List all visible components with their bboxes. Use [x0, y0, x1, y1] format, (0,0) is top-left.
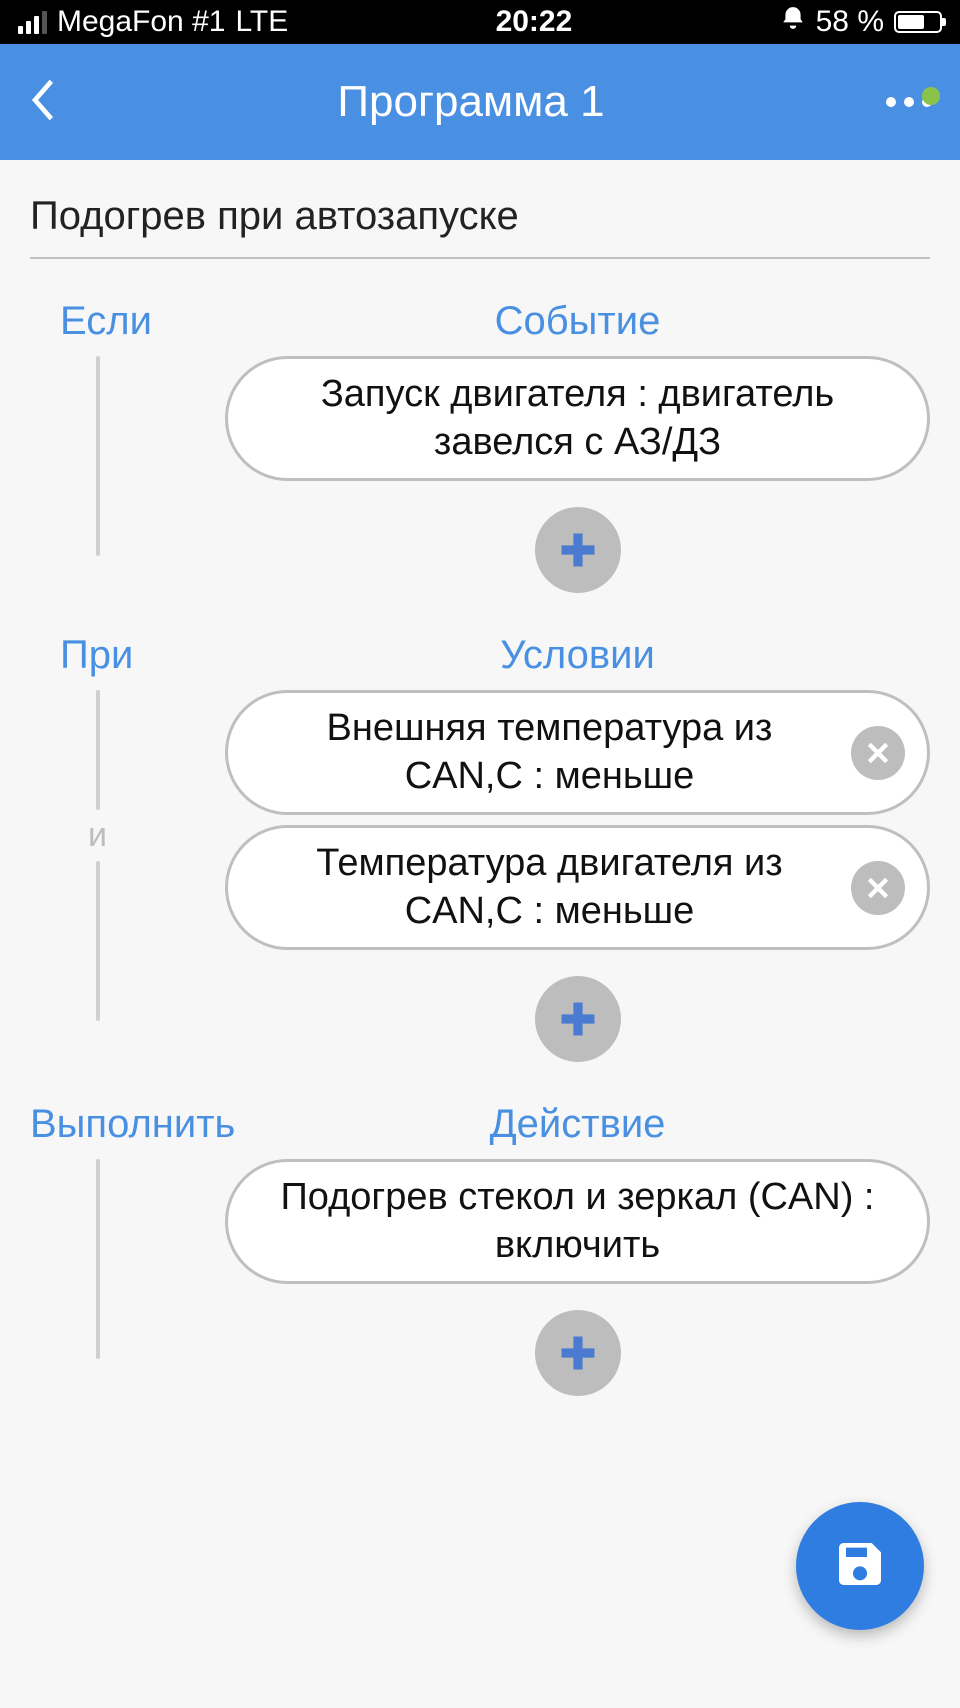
- rail-line: [96, 1159, 100, 1359]
- back-button[interactable]: [28, 76, 56, 129]
- add-action-button[interactable]: [535, 1310, 621, 1396]
- battery-icon: [894, 11, 942, 33]
- more-button[interactable]: [886, 97, 932, 107]
- action-pill[interactable]: Подогрев стекол и зеркал (CAN) : включит…: [225, 1159, 930, 1284]
- when-left-label: При: [30, 633, 225, 678]
- signal-icon: [18, 11, 47, 34]
- online-indicator-icon: [922, 87, 940, 105]
- event-pill[interactable]: Запуск двигателя : двигатель завелся с А…: [225, 356, 930, 481]
- when-section: При Условии и Внешняя температура из CAN…: [30, 633, 930, 1062]
- condition-pill[interactable]: Температура двигателя из CAN,C : меньше: [225, 825, 930, 950]
- when-right-label: Условии: [225, 633, 930, 678]
- rail-line: [96, 356, 100, 556]
- action-pill-text: Подогрев стекол и зеркал (CAN) : включит…: [280, 1176, 874, 1266]
- do-section: Выполнить Действие Подогрев стекол и зер…: [30, 1102, 930, 1396]
- app-header: Программа 1: [0, 44, 960, 160]
- junction-label: и: [88, 816, 107, 855]
- if-left-label: Если: [30, 299, 225, 344]
- status-right: 58 %: [780, 5, 942, 39]
- network-label: LTE: [235, 5, 288, 39]
- remove-condition-button[interactable]: [851, 726, 905, 780]
- ios-status-bar: MegaFon #1 LTE 20:22 58 %: [0, 0, 960, 44]
- rail-line: [96, 690, 100, 810]
- event-pill-text: Запуск двигателя : двигатель завелся с А…: [321, 373, 834, 463]
- add-event-button[interactable]: [535, 507, 621, 593]
- condition-pill[interactable]: Внешняя температура из CAN,C : меньше: [225, 690, 930, 815]
- page-title: Программа 1: [337, 77, 604, 127]
- clock-label: 20:22: [496, 5, 573, 39]
- if-right-label: Событие: [225, 299, 930, 344]
- save-fab[interactable]: [796, 1502, 924, 1630]
- do-right-label: Действие: [225, 1102, 930, 1147]
- condition-pill-text: Внешняя температура из CAN,C : меньше: [327, 707, 773, 797]
- status-left: MegaFon #1 LTE: [18, 5, 288, 39]
- condition-pill-text: Температура двигателя из CAN,C : меньше: [316, 842, 782, 932]
- save-icon: [832, 1536, 888, 1597]
- do-left-label: Выполнить: [30, 1102, 225, 1147]
- alarm-icon: [780, 5, 806, 39]
- add-condition-button[interactable]: [535, 976, 621, 1062]
- if-section: Если Событие Запуск двигателя : двигател…: [30, 299, 930, 593]
- battery-percent-label: 58 %: [816, 5, 884, 39]
- content-area: Подогрев при автозапуске Если Событие За…: [0, 160, 960, 1396]
- program-name-field[interactable]: Подогрев при автозапуске: [30, 190, 930, 259]
- remove-condition-button[interactable]: [851, 861, 905, 915]
- carrier-label: MegaFon #1: [57, 5, 225, 39]
- rail-line: [96, 861, 100, 1021]
